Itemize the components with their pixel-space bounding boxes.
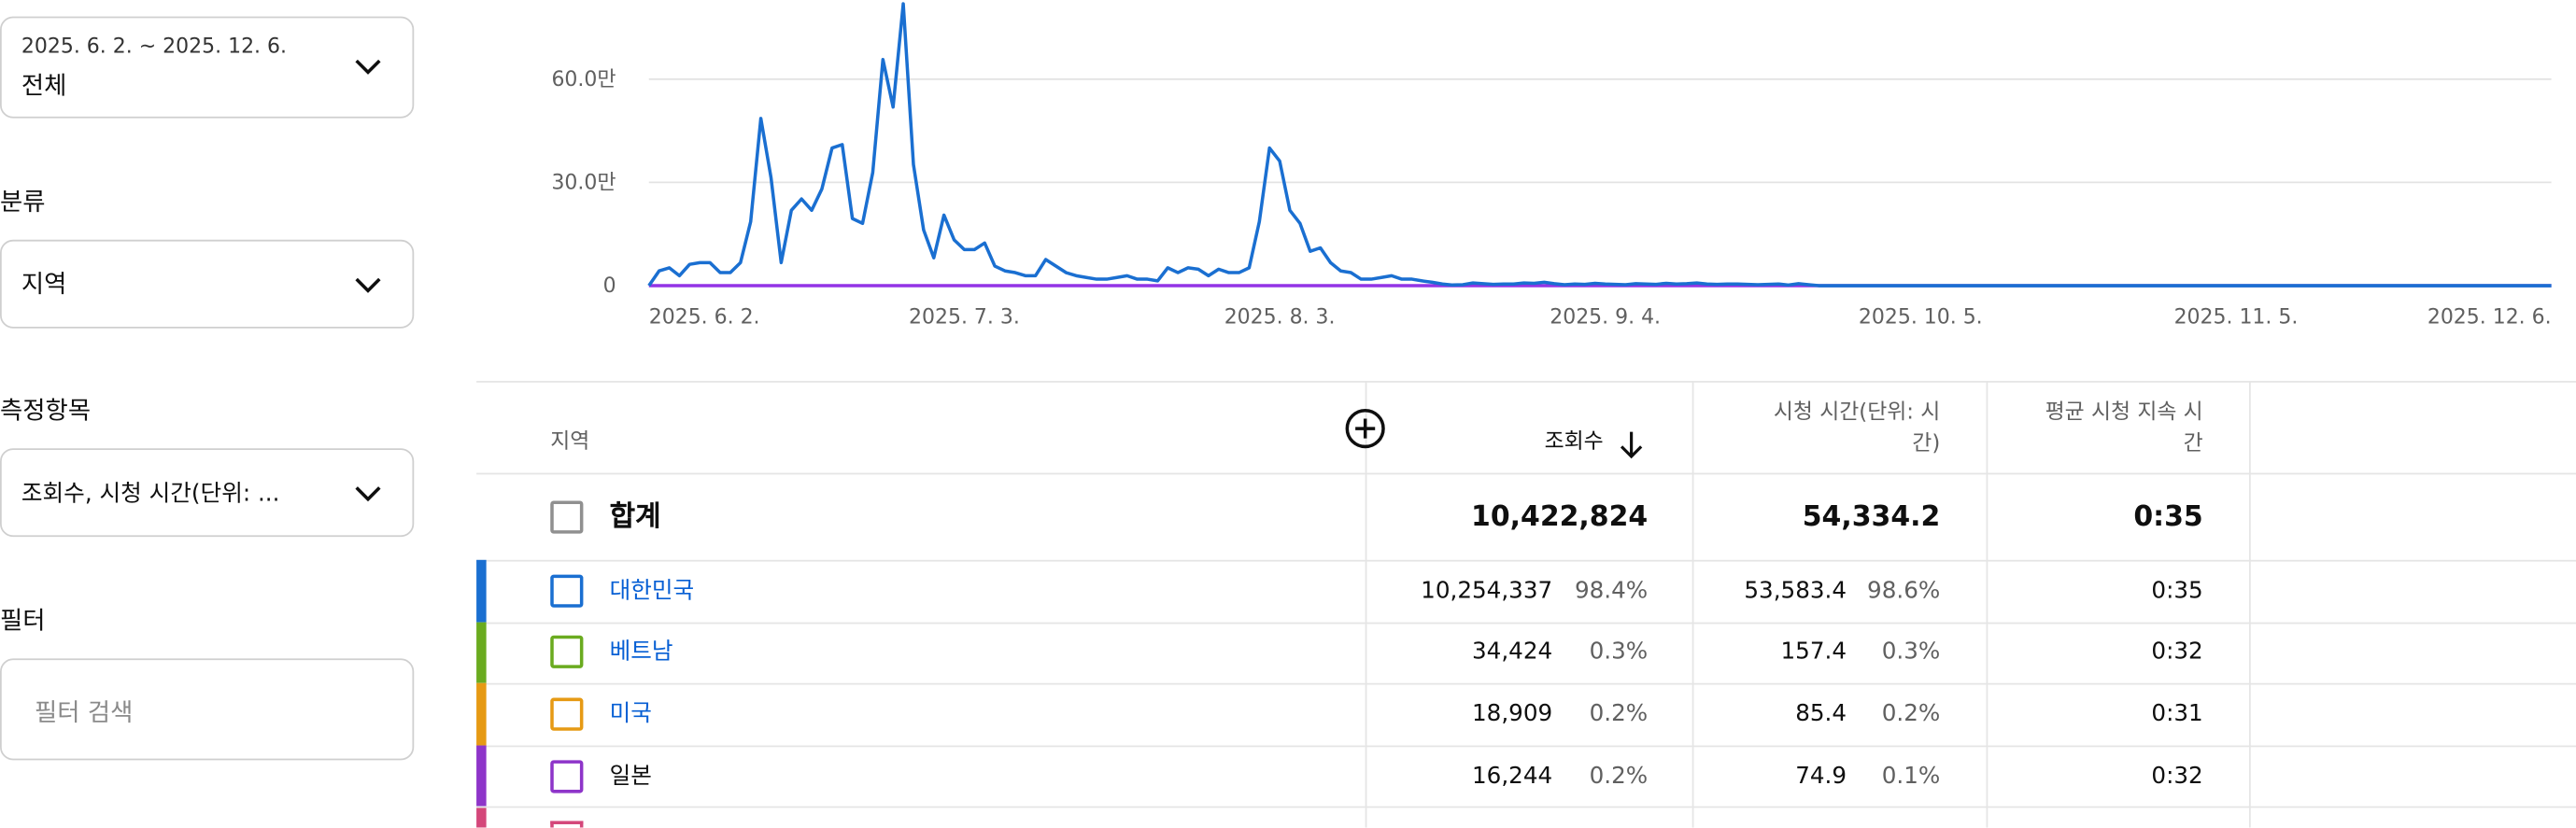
- x-tick-label: 2025. 6. 2.: [649, 306, 760, 330]
- hours: 85.4: [1795, 701, 1847, 728]
- x-tick: 2025. 9. 4.: [1550, 306, 1661, 330]
- chevron: [355, 277, 381, 293]
- region-name: 일본: [609, 763, 652, 790]
- total-avg: 0:35: [2133, 500, 2203, 534]
- metrics-value: 조회수, 시청 시간(단위: ...: [21, 481, 280, 508]
- x-tick-label: 2025. 11. 5.: [2174, 306, 2299, 330]
- region-name[interactable]: 대한민국: [609, 577, 695, 604]
- checkbox[interactable]: [550, 697, 584, 731]
- views-pct: 0.3%: [1589, 639, 1649, 667]
- row-color-bar: [476, 745, 487, 807]
- category-value: 지역: [21, 269, 67, 300]
- chart: 0 30.0만 60.0만 2025. 6. 2. 2025. 7. 3. 2025. 8…: [551, 2, 2552, 330]
- row-divider: [476, 381, 2576, 383]
- header-region: 지역: [550, 429, 590, 456]
- checkbox[interactable]: [550, 574, 584, 608]
- col-divider: [2248, 381, 2251, 828]
- row-divider: [476, 621, 2576, 624]
- y-tick-label: 0: [603, 274, 616, 298]
- views: 10,254,337: [1421, 577, 1553, 604]
- x-tick-label: 2025. 12. 6.: [2427, 306, 2552, 330]
- views-pct: 0.2%: [1589, 701, 1649, 728]
- x-tick-label: 2025. 8. 3.: [1224, 306, 1336, 330]
- date-range: 2025. 6. 2. ~ 2025. 12. 6.: [21, 33, 288, 58]
- chevron: [355, 59, 381, 75]
- category-dropdown[interactable]: 지역: [0, 239, 415, 329]
- row-color-bar: [476, 683, 487, 746]
- total-views: 10,422,824: [1471, 500, 1649, 534]
- row-divider: [476, 559, 2576, 562]
- checkbox[interactable]: [550, 500, 584, 534]
- filter-input[interactable]: 필터 검색: [0, 658, 415, 761]
- views: 18,909: [1472, 701, 1553, 728]
- views: 16,244: [1472, 763, 1553, 790]
- hours-pct: 0.3%: [1881, 639, 1941, 667]
- x-tick-label: 2025. 10. 5.: [1859, 306, 1983, 330]
- col-divider: [1365, 381, 1367, 828]
- avg-duration: 0:35: [2151, 577, 2203, 604]
- row-color-bar: [476, 621, 487, 684]
- x-tick-label: 2025. 7. 3.: [909, 306, 1020, 330]
- x-tick: 2025. 10. 5.: [1859, 306, 1983, 330]
- header-views[interactable]: 조회수: [1544, 429, 1604, 456]
- y-tick-label: 60.0만: [551, 68, 616, 91]
- hours: 157.4: [1780, 639, 1847, 667]
- row-divider: [476, 683, 2576, 685]
- date-value: 전체: [21, 70, 67, 101]
- header-hours[interactable]: 시청 시간(단위: 시간): [1773, 400, 1941, 456]
- avg-duration: 0:32: [2151, 639, 2203, 667]
- hours: 53,583.4: [1744, 577, 1847, 604]
- total-label: 합계: [609, 500, 661, 534]
- chevron: [355, 486, 381, 502]
- header-avg[interactable]: 평균 시청 지속 시간: [2045, 400, 2203, 456]
- x-tick: 2025. 7. 3.: [909, 306, 1020, 330]
- x-tick: 2025. 6. 2.: [649, 306, 760, 330]
- row-color-bar: [476, 559, 487, 622]
- checkbox[interactable]: [550, 821, 584, 828]
- date-dropdown[interactable]: 2025. 6. 2. ~ 2025. 12. 6. 전체: [0, 16, 415, 119]
- views-pct: 0.2%: [1589, 763, 1649, 790]
- views: 34,424: [1472, 639, 1553, 667]
- x-tick: 2025. 12. 6.: [2427, 306, 2552, 330]
- views-pct: 98.4%: [1574, 577, 1649, 604]
- x-tick-label: 2025. 9. 4.: [1550, 306, 1661, 330]
- x-tick: 2025. 11. 5.: [2174, 306, 2299, 330]
- series-line: [647, 2, 2552, 288]
- hours: 74.9: [1795, 763, 1847, 790]
- add-column-icon[interactable]: [1344, 407, 1387, 450]
- row-divider: [476, 807, 2576, 809]
- avg-duration: 0:31: [2151, 701, 2203, 728]
- metrics-dropdown[interactable]: 조회수, 시청 시간(단위: ...: [0, 448, 415, 538]
- checkbox[interactable]: [550, 759, 584, 793]
- category-label: 분류: [0, 187, 46, 218]
- hours-pct: 98.6%: [1867, 577, 1941, 604]
- x-tick: 2025. 8. 3.: [1224, 306, 1336, 330]
- hours-pct: 0.2%: [1881, 701, 1941, 728]
- y-tick-label: 30.0만: [551, 171, 616, 194]
- row-divider: [476, 472, 2576, 475]
- region-name[interactable]: 미국: [609, 701, 652, 728]
- avg-duration: 0:32: [2151, 763, 2203, 790]
- filter-placeholder: 필터 검색: [34, 697, 134, 728]
- row-divider: [476, 745, 2576, 747]
- total-hours: 54,334.2: [1802, 500, 1941, 534]
- region-name[interactable]: 베트남: [609, 639, 673, 667]
- metrics-label: 측정항목: [0, 395, 92, 426]
- col-divider: [1691, 381, 1694, 828]
- row-color-bar: [476, 807, 487, 828]
- col-divider: [1986, 381, 1989, 828]
- checkbox[interactable]: [550, 636, 584, 669]
- hours-pct: 0.1%: [1881, 763, 1941, 790]
- sort-arrow: [1620, 431, 1643, 459]
- filter-label: 필터: [0, 606, 46, 636]
